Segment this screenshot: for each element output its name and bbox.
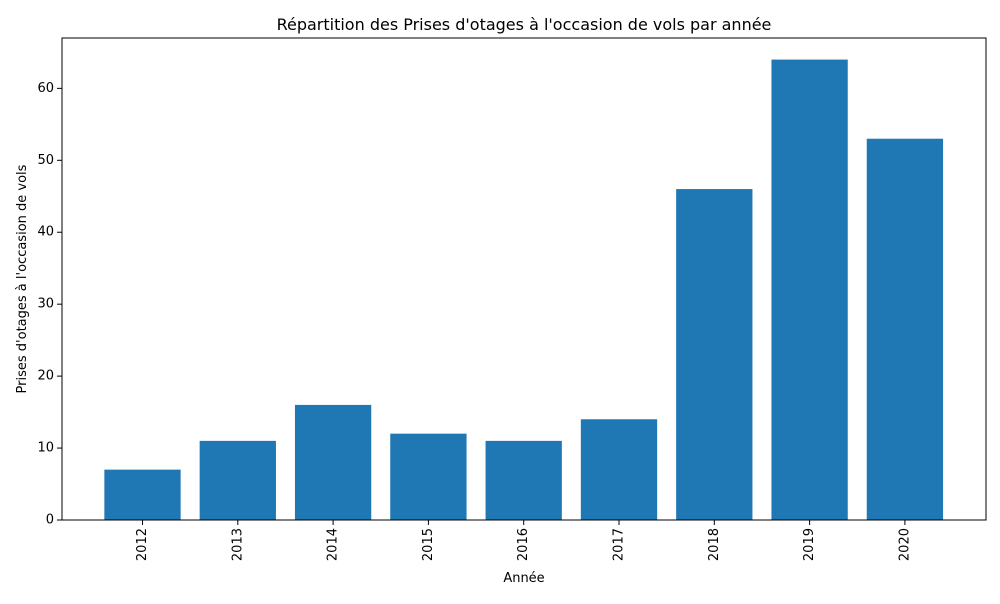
bar-2015 — [390, 433, 467, 520]
x-tick-label: 2017 — [612, 528, 627, 561]
bar-2017 — [580, 419, 658, 520]
chart-title: Répartition des Prises d'otages à l'occa… — [277, 15, 772, 34]
y-tick-label: 50 — [37, 153, 54, 168]
bar-2013 — [199, 440, 276, 520]
x-axis-label: Année — [503, 571, 544, 586]
bar-2019 — [771, 59, 848, 520]
bar-2020 — [866, 138, 944, 520]
x-tick-label: 2013 — [230, 528, 245, 561]
y-axis-label: Prises d'otages à l'occasion de vols — [15, 164, 30, 393]
x-tick-label: 2016 — [516, 528, 531, 561]
y-tick-label: 0 — [46, 513, 54, 528]
x-tick-label: 2020 — [897, 528, 912, 561]
plot-frame — [61, 37, 987, 521]
y-tick-label: 60 — [37, 81, 54, 96]
bar-2016 — [485, 440, 562, 520]
x-tick-label: 2015 — [421, 528, 436, 561]
bar-2012 — [104, 469, 181, 520]
x-tick-label: 2019 — [802, 528, 817, 561]
bars-layer — [104, 59, 944, 520]
y-tick-label: 40 — [37, 225, 54, 240]
x-tick-label: 2018 — [707, 528, 722, 561]
y-tick-label: 20 — [37, 369, 54, 384]
x-tick-label: 2012 — [135, 528, 150, 561]
y-tick-label: 10 — [37, 441, 54, 456]
x-tick-label: 2014 — [326, 528, 341, 561]
bar-2014 — [294, 404, 372, 520]
y-axis: 0 10 20 30 40 50 60 — [37, 81, 62, 528]
bar-2018 — [676, 189, 753, 520]
x-axis: 2012 2013 2014 2015 2016 2017 2018 2019 2020 — [135, 520, 912, 561]
y-tick-label: 30 — [37, 297, 54, 312]
